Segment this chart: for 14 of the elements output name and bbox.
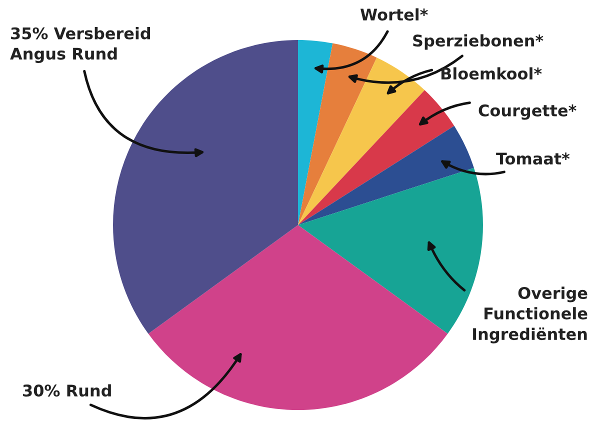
- slice-label: 30% Rund: [23, 384, 111, 397]
- pie-slice: [148, 225, 448, 410]
- slice-label: Bloemkool*: [441, 67, 542, 80]
- slice-label: Wortel*: [360, 8, 428, 21]
- pie-slice: [298, 43, 377, 225]
- slice-label: 35% Versbereid Angus Rund: [10, 27, 150, 63]
- pie-slice: [298, 40, 333, 225]
- slice-label: Sperziebonen*: [413, 34, 544, 50]
- slice-label: Tomaat*: [496, 152, 570, 165]
- pie-slice: [298, 90, 454, 225]
- slice-label: Courgette*: [478, 104, 576, 120]
- pie-slice: [298, 126, 474, 225]
- pie-slice: [298, 58, 425, 225]
- slice-label: Overige Functionele Ingrediënten: [473, 286, 588, 344]
